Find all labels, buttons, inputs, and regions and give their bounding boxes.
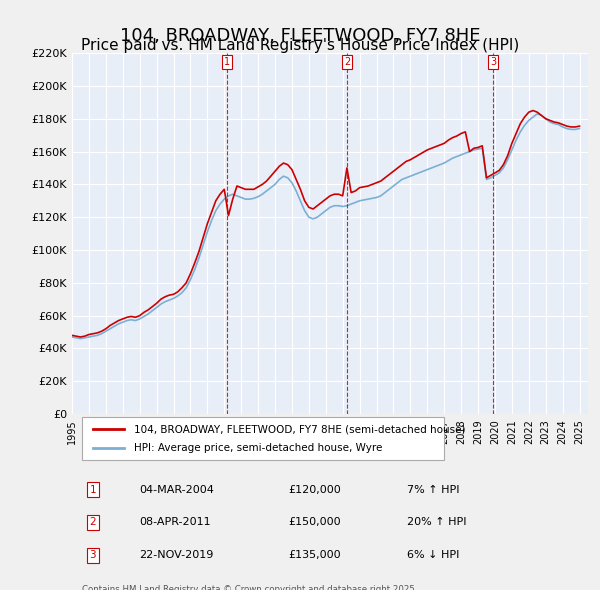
Text: Contains HM Land Registry data © Crown copyright and database right 2025.
This d: Contains HM Land Registry data © Crown c… [82,585,418,590]
Text: 6% ↓ HPI: 6% ↓ HPI [407,550,460,560]
Text: 7% ↑ HPI: 7% ↑ HPI [407,484,460,494]
Text: 22-NOV-2019: 22-NOV-2019 [139,550,214,560]
Text: 04-MAR-2004: 04-MAR-2004 [139,484,214,494]
Text: 104, BROADWAY, FLEETWOOD, FY7 8HE (semi-detached house): 104, BROADWAY, FLEETWOOD, FY7 8HE (semi-… [134,424,466,434]
Text: 20% ↑ HPI: 20% ↑ HPI [407,517,467,527]
Text: 2: 2 [344,57,350,67]
Text: £120,000: £120,000 [289,484,341,494]
Text: 3: 3 [89,550,96,560]
Text: 1: 1 [89,484,96,494]
Text: £150,000: £150,000 [289,517,341,527]
Text: 104, BROADWAY, FLEETWOOD, FY7 8HE: 104, BROADWAY, FLEETWOOD, FY7 8HE [120,27,480,45]
Text: HPI: Average price, semi-detached house, Wyre: HPI: Average price, semi-detached house,… [134,443,382,453]
FancyBboxPatch shape [82,417,443,460]
Text: 2: 2 [89,517,96,527]
Text: £135,000: £135,000 [289,550,341,560]
Text: 1: 1 [224,57,230,67]
Text: 08-APR-2011: 08-APR-2011 [139,517,211,527]
Text: 3: 3 [490,57,496,67]
Text: Price paid vs. HM Land Registry's House Price Index (HPI): Price paid vs. HM Land Registry's House … [81,38,519,53]
